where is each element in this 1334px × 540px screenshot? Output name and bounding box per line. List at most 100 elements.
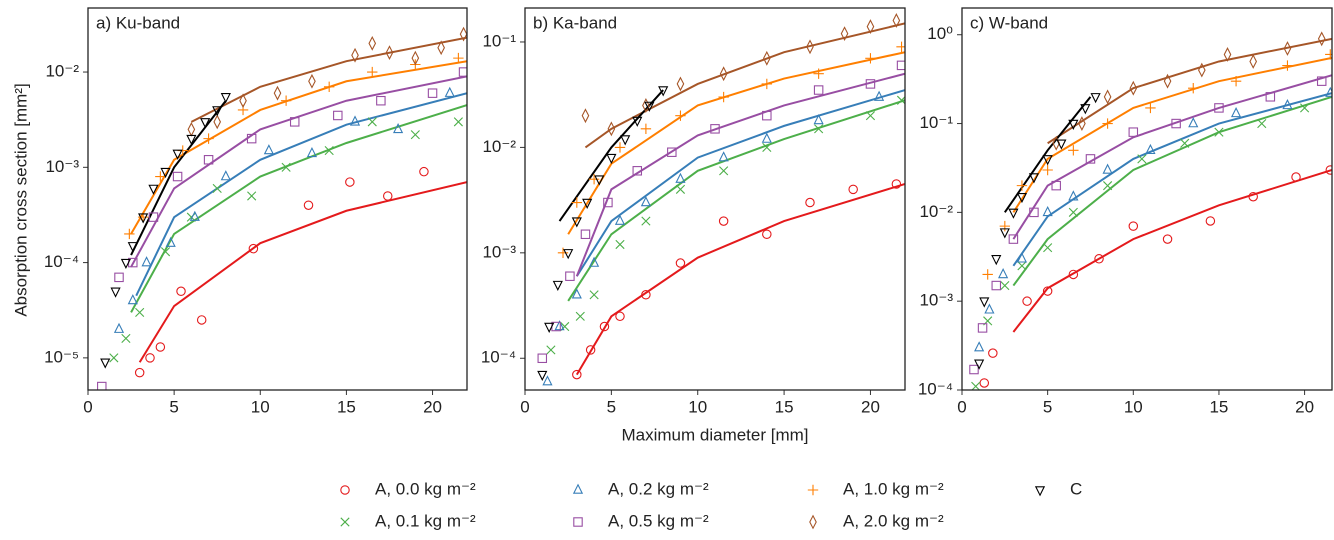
- point: [969, 364, 979, 375]
- point: [186, 134, 197, 146]
- fit-line: [1003, 96, 1092, 213]
- point: [1230, 107, 1242, 118]
- x-tick-label: 20: [423, 397, 442, 416]
- point: [203, 133, 214, 144]
- point: [220, 93, 231, 104]
- point: [1028, 173, 1040, 184]
- x-tick-label: 20: [1295, 397, 1314, 416]
- point: [1017, 261, 1027, 271]
- point: [620, 135, 631, 146]
- point: [1137, 154, 1147, 164]
- point: [220, 170, 231, 181]
- x-tick-label: 5: [1043, 397, 1052, 416]
- point: [187, 121, 196, 137]
- point: [1008, 234, 1019, 244]
- point: [896, 95, 905, 105]
- point: [537, 353, 548, 364]
- point: [891, 179, 902, 189]
- point: [376, 95, 386, 106]
- y-tick-label: 10⁻²: [482, 137, 516, 156]
- point: [176, 286, 186, 297]
- point: [1078, 116, 1086, 131]
- point: [974, 341, 985, 352]
- point: [1042, 205, 1053, 217]
- point: [585, 345, 596, 355]
- point: [289, 117, 300, 127]
- point: [762, 229, 772, 240]
- point: [134, 367, 145, 378]
- point: [1068, 190, 1079, 201]
- fit-line: [558, 89, 664, 222]
- point: [172, 149, 183, 160]
- point: [1214, 127, 1224, 137]
- point: [196, 315, 207, 325]
- legend-marker: [807, 484, 819, 496]
- point: [1068, 269, 1079, 280]
- point: [607, 121, 616, 137]
- point: [303, 200, 314, 210]
- point: [1325, 165, 1332, 175]
- point: [1282, 60, 1293, 71]
- point: [127, 294, 138, 305]
- fit-line: [135, 92, 467, 297]
- point: [458, 67, 467, 77]
- fit-line: [1012, 92, 1332, 267]
- y-tick-label: 10⁻³: [45, 157, 79, 176]
- point: [667, 147, 677, 157]
- point: [710, 124, 720, 134]
- x-tick-label: 0: [83, 397, 92, 416]
- point: [1068, 119, 1079, 130]
- point: [615, 239, 625, 250]
- point: [120, 258, 131, 270]
- y-tick-label: 10⁻¹: [482, 31, 516, 50]
- point: [453, 117, 463, 127]
- point: [1029, 207, 1039, 218]
- point: [148, 212, 159, 222]
- point: [114, 272, 124, 283]
- point: [324, 145, 334, 156]
- point: [410, 130, 420, 140]
- point: [1205, 216, 1216, 226]
- point: [896, 41, 905, 52]
- point: [544, 322, 555, 333]
- point: [385, 45, 394, 60]
- point: [1042, 286, 1053, 296]
- point: [1230, 75, 1242, 87]
- point: [991, 255, 1002, 266]
- fit-line: [1012, 95, 1332, 287]
- point: [1300, 103, 1310, 113]
- point: [571, 197, 583, 208]
- axes-frame: [524, 7, 906, 391]
- axes-frame: [961, 7, 1333, 391]
- point: [349, 115, 361, 126]
- point: [896, 60, 905, 71]
- plot-area: [969, 31, 1332, 390]
- point: [351, 47, 359, 63]
- point: [1145, 102, 1156, 114]
- fit-line: [130, 104, 467, 313]
- point: [1000, 280, 1010, 291]
- point: [109, 353, 119, 363]
- fit-line: [584, 22, 905, 149]
- legend-label: A, 0.5 kg m⁻²: [608, 511, 709, 530]
- point: [971, 381, 981, 390]
- y-tick-label: 10⁻³: [482, 242, 516, 261]
- point: [813, 68, 824, 79]
- fit-line: [1012, 169, 1332, 333]
- point: [1249, 54, 1258, 69]
- fit-line: [130, 75, 467, 268]
- point: [1068, 207, 1078, 217]
- fit-line: [130, 60, 467, 235]
- plot-area: [97, 26, 467, 390]
- point: [865, 53, 876, 64]
- point: [641, 216, 651, 226]
- point: [632, 166, 643, 176]
- x-tick-label: 10: [1124, 397, 1143, 416]
- point: [138, 213, 149, 224]
- legend-label: A, 0.2 kg m⁻²: [608, 479, 709, 498]
- point: [866, 19, 875, 34]
- point: [999, 220, 1011, 232]
- point: [419, 166, 429, 177]
- point: [437, 40, 445, 56]
